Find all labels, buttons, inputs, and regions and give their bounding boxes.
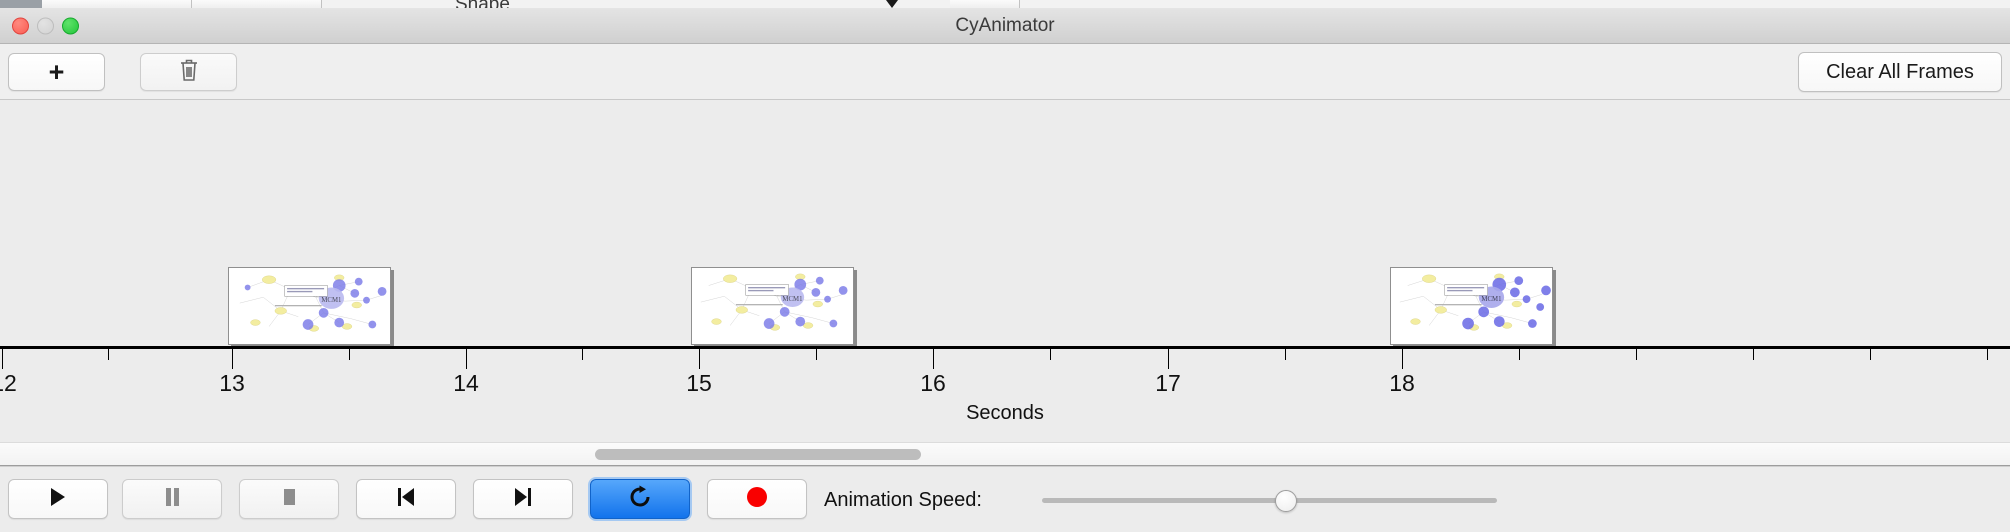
axis-tick-minor xyxy=(1987,349,1988,360)
play-button[interactable] xyxy=(8,479,108,519)
play-icon xyxy=(49,487,67,512)
axis-tick-label: 13 xyxy=(219,370,245,396)
frames-toolbar: + Clear All Frames xyxy=(0,44,2010,100)
skip-to-start-icon xyxy=(396,487,416,512)
trash-icon xyxy=(178,57,200,88)
window-titlebar: CyAnimator xyxy=(0,8,2010,44)
axis-title: Seconds xyxy=(966,402,1044,424)
axis-tick-major xyxy=(1402,349,1403,369)
timeline-frame-thumbnail[interactable]: MCM1 xyxy=(228,267,391,345)
animation-speed-label: Animation Speed: xyxy=(824,489,982,511)
timeline-scrollbar-thumb[interactable] xyxy=(595,449,921,460)
axis-tick-minor xyxy=(816,349,817,360)
axis-tick-label: 12 xyxy=(0,370,17,396)
skip-to-end-button[interactable] xyxy=(473,479,573,519)
axis-tick-minor xyxy=(1870,349,1871,360)
axis-baseline xyxy=(0,346,2010,349)
minimize-window-icon[interactable] xyxy=(37,17,54,34)
axis-tick-label: 14 xyxy=(453,370,479,396)
window-title: CyAnimator xyxy=(955,15,1055,36)
timeline-axis: 12 13 14 15 16 17 18 Seconds xyxy=(0,346,2010,442)
close-window-icon[interactable] xyxy=(12,17,29,34)
axis-tick-major xyxy=(699,349,700,369)
axis-tick-major xyxy=(232,349,233,369)
maximize-window-icon[interactable] xyxy=(62,17,79,34)
axis-tick-label: 17 xyxy=(1155,370,1181,396)
skip-to-end-icon xyxy=(513,487,533,512)
axis-tick-minor xyxy=(1050,349,1051,360)
stop-icon xyxy=(280,487,298,512)
cyanimator-window: CyAnimator + Clear All Frames xyxy=(0,8,2010,532)
timeline-scrollbar[interactable] xyxy=(0,442,2010,466)
playback-controls-bar: Animation Speed: xyxy=(0,466,2010,532)
skip-to-start-button[interactable] xyxy=(356,479,456,519)
axis-tick-minor xyxy=(1519,349,1520,360)
timeline-frames-area[interactable]: MCM1 xyxy=(0,100,2010,346)
loop-icon xyxy=(627,484,653,515)
axis-tick-label: 16 xyxy=(920,370,946,396)
pause-button[interactable] xyxy=(122,479,222,519)
plus-icon: + xyxy=(48,56,65,87)
clear-all-frames-label: Clear All Frames xyxy=(1826,60,1974,83)
svg-text:MCM1: MCM1 xyxy=(782,296,802,303)
host-app-dark-tab xyxy=(0,0,42,10)
delete-frame-button[interactable] xyxy=(140,53,237,91)
axis-tick-major xyxy=(1168,349,1169,369)
add-frame-button[interactable]: + xyxy=(8,53,105,91)
axis-tick-minor xyxy=(582,349,583,360)
axis-tick-minor xyxy=(108,349,109,360)
pause-icon xyxy=(163,487,181,512)
loop-button[interactable] xyxy=(590,479,690,519)
svg-text:MCM1: MCM1 xyxy=(1481,296,1501,303)
axis-tick-minor xyxy=(349,349,350,360)
axis-tick-minor xyxy=(1753,349,1754,360)
timeline-frame-thumbnail[interactable]: MCM1 xyxy=(691,267,854,345)
svg-text:MCM1: MCM1 xyxy=(321,297,341,304)
host-app-tab-2[interactable] xyxy=(192,0,322,10)
record-button[interactable] xyxy=(707,479,807,519)
host-app-tab-3[interactable] xyxy=(950,0,1020,10)
animation-speed-slider-knob[interactable] xyxy=(1275,490,1297,512)
axis-tick-major xyxy=(933,349,934,369)
axis-tick-label: 15 xyxy=(686,370,712,396)
axis-tick-minor xyxy=(1636,349,1637,360)
axis-tick-major xyxy=(466,349,467,369)
host-app-caret-icon xyxy=(886,0,898,8)
axis-tick-major xyxy=(2,349,3,369)
record-icon xyxy=(746,486,768,513)
timeline-frame-thumbnail[interactable]: MCM1 xyxy=(1390,267,1553,345)
clear-all-frames-button[interactable]: Clear All Frames xyxy=(1798,52,2002,92)
animation-speed-slider-track[interactable] xyxy=(1042,498,1497,503)
axis-tick-minor xyxy=(1285,349,1286,360)
stop-button[interactable] xyxy=(239,479,339,519)
traffic-lights xyxy=(12,17,79,34)
host-app-tab-1[interactable] xyxy=(42,0,192,10)
axis-tick-label: 18 xyxy=(1389,370,1415,396)
